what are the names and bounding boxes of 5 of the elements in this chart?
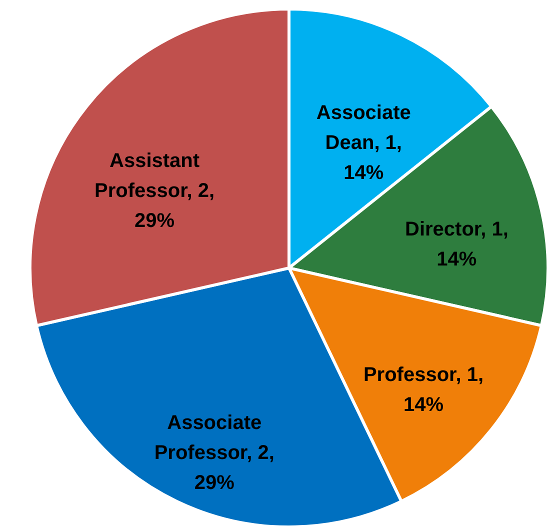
slice-label: Associate Professor, 2, 29%	[154, 412, 274, 494]
slice-label: Assistant Professor, 2, 29%	[94, 150, 215, 232]
slice-label: Professor, 1, 14%	[363, 364, 484, 416]
slice-label: Associate Dean, 1, 14%	[316, 102, 411, 184]
slice-label: Director, 1, 14%	[404, 218, 508, 271]
